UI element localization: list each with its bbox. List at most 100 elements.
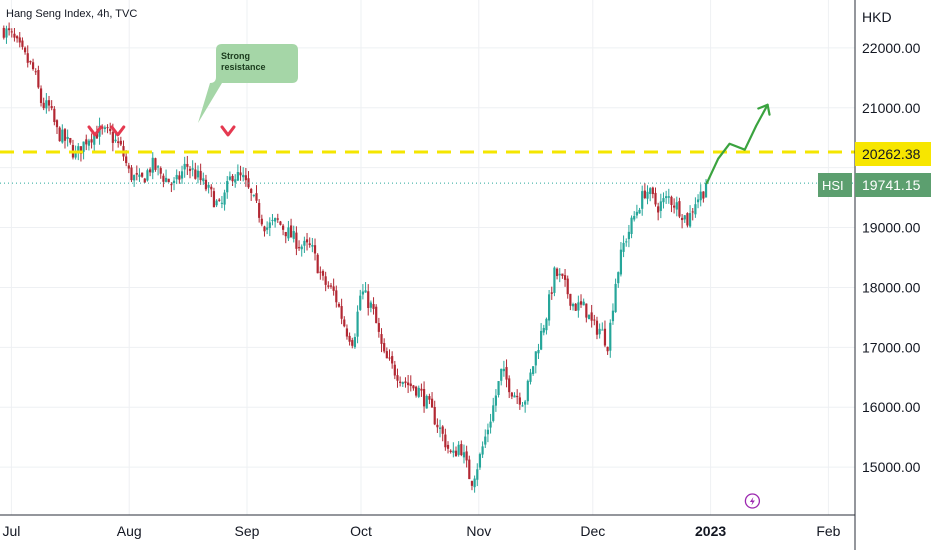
candle-body xyxy=(95,133,98,139)
candle-body xyxy=(383,343,386,352)
candle-body xyxy=(335,290,338,303)
candle-body xyxy=(385,351,388,359)
candle-body xyxy=(662,198,665,203)
candle-body xyxy=(2,27,5,38)
candle-body xyxy=(244,175,247,181)
candle-body xyxy=(585,303,588,318)
price-tick-label: 16000.00 xyxy=(862,399,921,415)
candle-body xyxy=(614,283,617,313)
candle-body xyxy=(16,36,19,39)
candle-body xyxy=(45,100,48,109)
candle-body xyxy=(162,175,165,182)
candle-body xyxy=(420,388,423,391)
time-axis[interactable]: Jul Aug Sep Oct Nov Dec 2023 Feb xyxy=(2,523,840,539)
candle-body xyxy=(566,278,569,295)
candle-body xyxy=(563,275,567,280)
time-tick-label: 2023 xyxy=(695,523,726,539)
candle-body xyxy=(534,351,537,366)
candle-body xyxy=(146,170,149,181)
candle-body xyxy=(337,303,341,307)
candle-body xyxy=(8,28,11,31)
candle-body xyxy=(409,383,412,387)
candle-body xyxy=(138,174,141,177)
candle-body xyxy=(228,176,231,180)
time-tick-label: Oct xyxy=(350,523,372,539)
candle-body xyxy=(367,291,370,308)
candle-body xyxy=(87,140,91,146)
candle-body xyxy=(77,146,80,153)
candle-body xyxy=(641,191,644,209)
callout-strong-resistance: Strong resistance xyxy=(198,44,298,123)
candle-body xyxy=(292,231,295,239)
candle-body xyxy=(609,322,612,351)
candle-body xyxy=(212,191,216,208)
candle-body xyxy=(553,267,556,293)
candle-body xyxy=(548,294,551,321)
candle-body xyxy=(470,481,474,486)
candle-body xyxy=(215,200,218,206)
candle-body xyxy=(42,102,45,109)
candle-body xyxy=(603,328,607,346)
candle-body xyxy=(167,178,170,183)
candle-body xyxy=(319,271,322,273)
candle-body xyxy=(359,295,362,310)
currency-label: HKD xyxy=(862,9,892,25)
candle-body xyxy=(659,201,662,211)
price-tick-label: 21000.00 xyxy=(862,100,921,116)
projection-line[interactable] xyxy=(705,103,769,185)
candle-body xyxy=(430,398,434,408)
candle-body xyxy=(625,241,628,243)
callout-bubble xyxy=(198,44,298,123)
candle-body xyxy=(438,427,442,429)
candle-body xyxy=(441,426,444,434)
candle-body xyxy=(457,444,460,455)
candle-body xyxy=(630,217,633,234)
candle-body xyxy=(524,401,527,405)
candle-body xyxy=(396,375,399,381)
candle-body xyxy=(635,211,638,216)
resistance-marker xyxy=(220,125,236,137)
candle-body xyxy=(521,405,524,407)
candle-body xyxy=(500,368,503,381)
candle-body xyxy=(582,301,585,306)
candle-body xyxy=(380,334,383,344)
candle-body xyxy=(473,478,476,488)
resistance-price-badge[interactable]: 20262.38 xyxy=(855,142,931,166)
candle-body xyxy=(702,191,705,199)
candle-body xyxy=(364,290,367,293)
candle-body xyxy=(154,158,157,170)
candle-body xyxy=(268,222,271,228)
candle-body xyxy=(93,134,96,145)
candle-body xyxy=(29,60,32,63)
candle-body xyxy=(289,225,293,238)
candle-body xyxy=(571,303,575,307)
candle-body xyxy=(287,227,290,239)
candle-body xyxy=(170,184,173,186)
candle-body xyxy=(297,247,301,249)
price-axis[interactable]: 15000.00 16000.00 17000.00 18000.00 19000.00… xyxy=(862,40,921,475)
candle-body xyxy=(220,202,224,204)
candle-body xyxy=(460,444,463,456)
candles xyxy=(2,22,708,493)
candle-body xyxy=(638,209,641,214)
candle-body xyxy=(58,127,61,142)
candle-body xyxy=(180,171,184,179)
candle-body xyxy=(151,157,154,173)
hsi-value: 19741.15 xyxy=(862,177,921,193)
candle-body xyxy=(183,163,186,170)
hsi-price-badge[interactable]: HSI 19741.15 xyxy=(818,173,931,197)
candle-body xyxy=(587,314,591,320)
candle-body xyxy=(186,163,189,167)
candle-body xyxy=(135,173,138,175)
candle-body xyxy=(694,204,697,215)
callout-text-line2: resistance xyxy=(221,62,266,72)
candle-body xyxy=(202,178,205,182)
candle-body xyxy=(633,215,636,220)
candle-body xyxy=(218,199,221,201)
candle-body xyxy=(236,171,239,181)
lightning-icon[interactable] xyxy=(744,493,761,509)
time-tick-label: Feb xyxy=(816,523,840,539)
candle-body xyxy=(646,191,649,199)
